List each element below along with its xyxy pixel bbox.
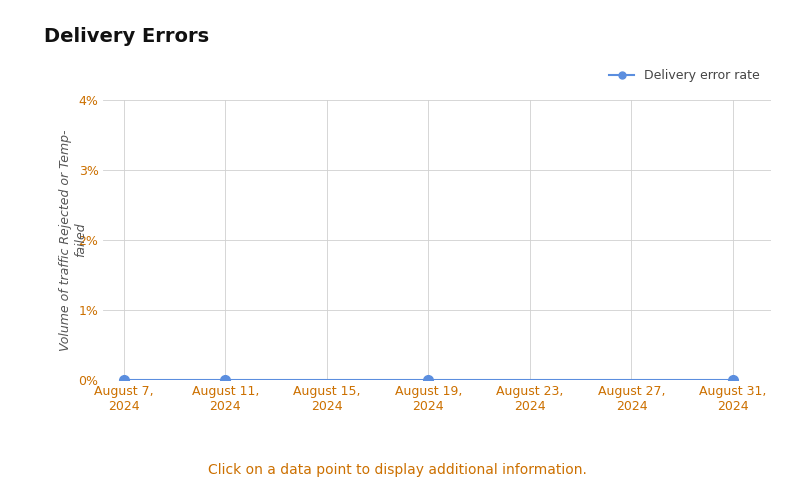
- Y-axis label: Volume of traffic Rejected or Temp-
failed: Volume of traffic Rejected or Temp- fail…: [59, 129, 87, 351]
- Legend: Delivery error rate: Delivery error rate: [604, 64, 765, 87]
- Text: Delivery Errors: Delivery Errors: [44, 28, 209, 46]
- Text: Click on a data point to display additional information.: Click on a data point to display additio…: [208, 463, 587, 477]
